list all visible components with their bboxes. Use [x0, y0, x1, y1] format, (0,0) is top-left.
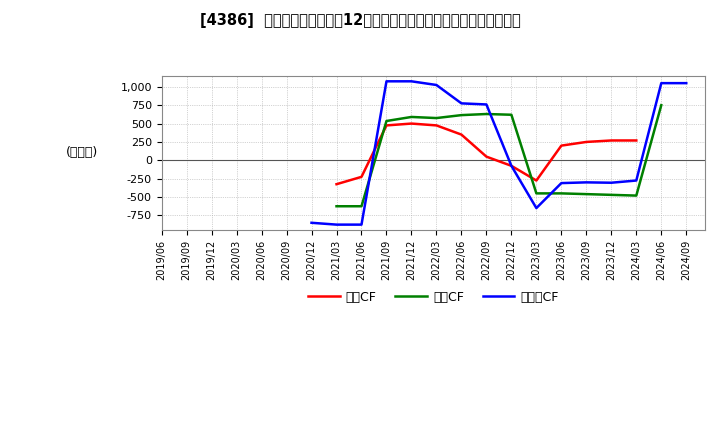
- フリーCF: [307, 220, 316, 225]
- フリーCF: [632, 178, 641, 183]
- フリーCF: [657, 81, 665, 86]
- 営業CF: [632, 138, 641, 143]
- Y-axis label: (百万円): (百万円): [66, 147, 98, 159]
- フリーCF: [407, 79, 415, 84]
- 営業CF: [607, 138, 616, 143]
- フリーCF: [357, 222, 366, 227]
- Line: 投賃CF: 投賃CF: [336, 105, 661, 206]
- 投賃CF: [557, 191, 566, 196]
- フリーCF: [557, 180, 566, 186]
- 投賃CF: [382, 118, 391, 124]
- フリーCF: [457, 101, 466, 106]
- フリーCF: [682, 81, 690, 86]
- フリーCF: [382, 79, 391, 84]
- フリーCF: [332, 222, 341, 227]
- 投賃CF: [607, 192, 616, 198]
- 営業CF: [357, 174, 366, 180]
- 投賃CF: [532, 191, 541, 196]
- 営業CF: [382, 123, 391, 128]
- 投賃CF: [507, 112, 516, 117]
- Legend: 営業CF, 投賃CF, フリーCF: 営業CF, 投賃CF, フリーCF: [303, 286, 563, 309]
- 営業CF: [557, 143, 566, 148]
- 営業CF: [332, 182, 341, 187]
- 投賃CF: [332, 204, 341, 209]
- 営業CF: [582, 139, 590, 145]
- フリーCF: [607, 180, 616, 185]
- 営業CF: [457, 132, 466, 137]
- Line: 営業CF: 営業CF: [336, 124, 636, 184]
- 投賃CF: [357, 204, 366, 209]
- フリーCF: [532, 205, 541, 211]
- 投賃CF: [657, 103, 665, 108]
- 投賃CF: [582, 191, 590, 197]
- 営業CF: [407, 121, 415, 126]
- 営業CF: [532, 178, 541, 183]
- 営業CF: [482, 154, 491, 159]
- Text: [4386]  キャッシュフローの12か月移動合計の対前年同期増減額の推移: [4386] キャッシュフローの12か月移動合計の対前年同期増減額の推移: [199, 13, 521, 28]
- フリーCF: [482, 102, 491, 107]
- フリーCF: [432, 82, 441, 88]
- 営業CF: [507, 163, 516, 169]
- 投賃CF: [432, 115, 441, 121]
- 投賃CF: [457, 113, 466, 118]
- 営業CF: [432, 123, 441, 128]
- 投賃CF: [407, 114, 415, 120]
- Line: フリーCF: フリーCF: [312, 81, 686, 225]
- フリーCF: [582, 180, 590, 185]
- 投賃CF: [482, 111, 491, 117]
- フリーCF: [507, 163, 516, 169]
- 投賃CF: [632, 193, 641, 198]
